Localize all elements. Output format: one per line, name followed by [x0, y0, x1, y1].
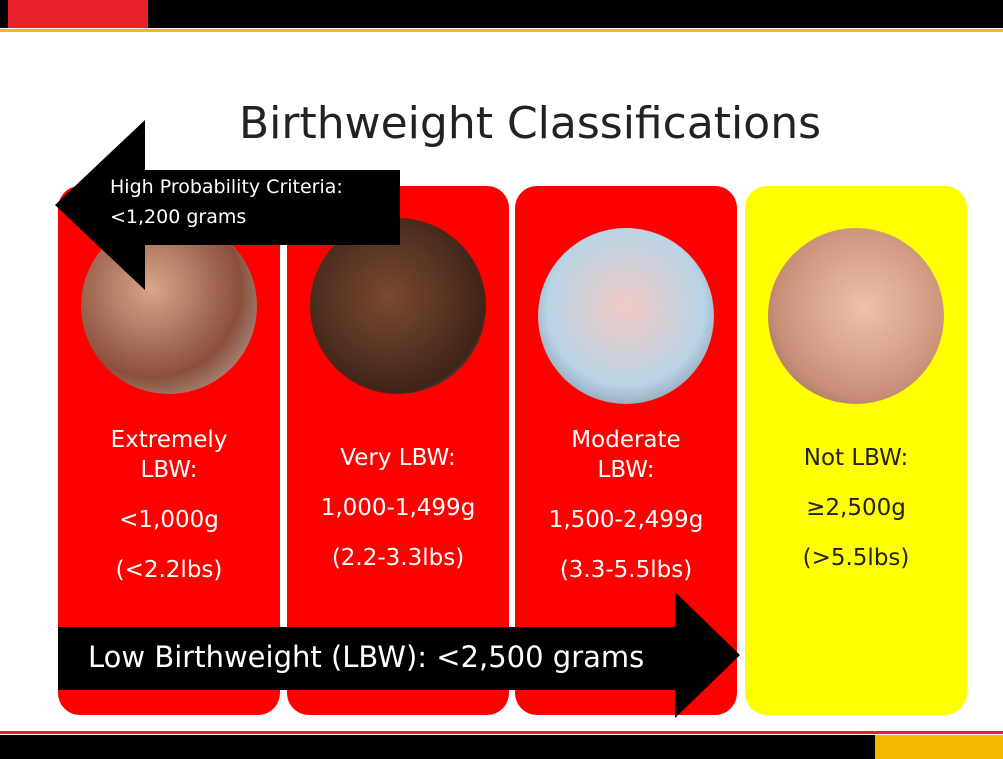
banner: Low Birthweight (LBW): <2,500 grams — [88, 640, 644, 674]
slide: Birthweight Classifications ExtremelyLBW… — [0, 0, 1003, 759]
callout: High Probability Criteria: <1,200 grams — [110, 172, 343, 232]
callout-line: High Probability Criteria: — [110, 172, 343, 202]
callout-line: <1,200 grams — [110, 202, 343, 232]
